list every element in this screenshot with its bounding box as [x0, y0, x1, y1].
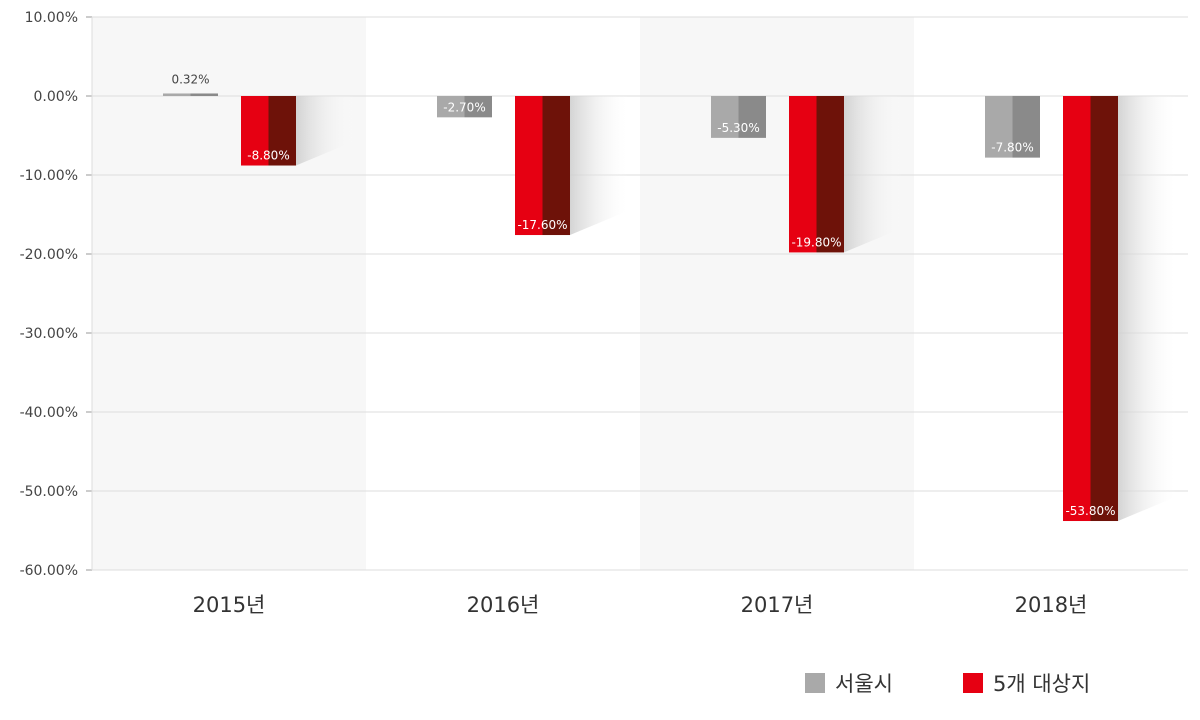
- legend: 서울시 5개 대상지: [805, 668, 1160, 698]
- bar: [241, 96, 269, 166]
- gridlines: [86, 16, 1188, 571]
- data-label: -7.80%: [991, 141, 1033, 155]
- y-tick-label: -10.00%: [20, 168, 78, 184]
- legend-label-targets: 5개 대상지: [992, 672, 1091, 696]
- bar: [985, 96, 1013, 158]
- bar: [163, 93, 191, 96]
- y-axis: 10.00% 0.00% -10.00% -20.00% -30.00% -40.00% -…: [20, 10, 78, 579]
- x-axis: 2015년 2016년 2017년 2018년: [193, 593, 1088, 617]
- bar-shadow: [1118, 96, 1178, 522]
- y-tick-label: -30.00%: [20, 326, 78, 342]
- bar: [437, 96, 465, 118]
- bar-shade: [1012, 96, 1040, 158]
- data-label: -5.30%: [717, 121, 759, 135]
- legend-swatch-targets: [962, 673, 983, 693]
- y-tick-label: 0.00%: [34, 89, 78, 105]
- legend-item-seoul[interactable]: 서울시: [805, 668, 893, 698]
- bar-shade: [738, 96, 766, 138]
- data-label: -17.60%: [517, 218, 567, 232]
- bar: [789, 96, 817, 253]
- y-tick-label: -60.00%: [20, 563, 78, 579]
- data-label: 0.32%: [171, 72, 209, 86]
- bar-shade: [464, 96, 492, 118]
- bars: 0.32% -8.80% -2.70% -17.60% -5.30% -19.80% -7.…: [163, 72, 1178, 522]
- data-label: -8.80%: [247, 149, 289, 163]
- x-tick-label: 2015년: [193, 593, 266, 617]
- bar-shade: [816, 96, 844, 253]
- y-tick-label: -40.00%: [20, 405, 78, 421]
- bar-shade: [268, 96, 296, 166]
- bar: [1063, 96, 1091, 522]
- legend-item-targets[interactable]: 5개 대상지: [962, 668, 1091, 698]
- x-tick-label: 2017년: [741, 593, 814, 617]
- bar-shadow: [844, 96, 904, 253]
- y-tick-label: -50.00%: [20, 484, 78, 500]
- bar-shadow: [570, 96, 630, 236]
- y-tick-label: 10.00%: [25, 10, 78, 26]
- data-label: -2.70%: [443, 100, 485, 114]
- bar: [711, 96, 739, 138]
- legend-label-seoul: 서울시: [835, 672, 893, 696]
- bar: [515, 96, 543, 236]
- bar-shade: [190, 93, 218, 96]
- bar-shade: [1090, 96, 1118, 522]
- bar-shade: [542, 96, 570, 236]
- bar-shadow: [296, 96, 356, 166]
- data-label: -53.80%: [1065, 504, 1115, 518]
- y-tick-label: -20.00%: [20, 247, 78, 263]
- x-tick-label: 2018년: [1015, 593, 1088, 617]
- data-label: -19.80%: [791, 235, 841, 249]
- x-tick-label: 2016년: [467, 593, 540, 617]
- legend-swatch-seoul: [805, 673, 825, 693]
